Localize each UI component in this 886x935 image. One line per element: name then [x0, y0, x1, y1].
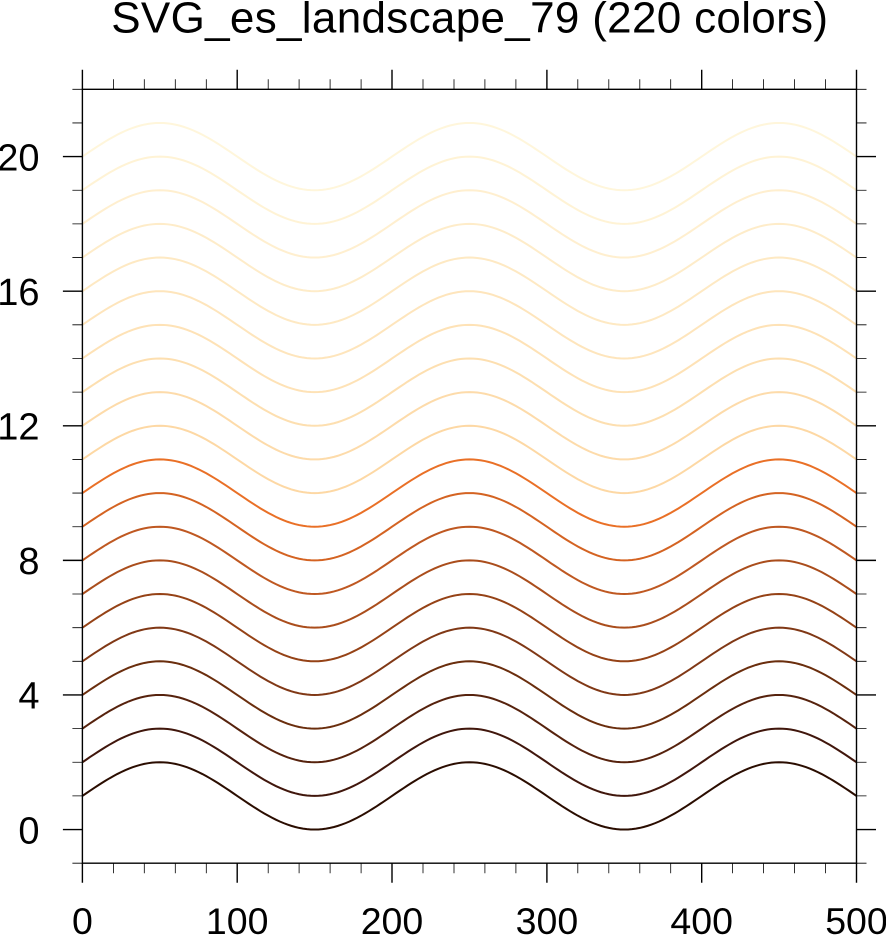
svg-text:200: 200 — [361, 900, 424, 935]
svg-text:300: 300 — [516, 900, 579, 935]
svg-text:20: 20 — [0, 137, 40, 179]
svg-text:4: 4 — [18, 676, 39, 718]
svg-text:SVG_es_landscape_79 (220 color: SVG_es_landscape_79 (220 colors) — [111, 0, 828, 42]
svg-text:400: 400 — [670, 900, 733, 935]
svg-text:0: 0 — [18, 810, 39, 852]
svg-text:8: 8 — [18, 541, 39, 583]
svg-text:16: 16 — [0, 272, 40, 314]
svg-text:12: 12 — [0, 407, 40, 449]
svg-text:500: 500 — [825, 900, 886, 935]
svg-text:0: 0 — [72, 900, 93, 935]
svg-text:100: 100 — [206, 900, 269, 935]
